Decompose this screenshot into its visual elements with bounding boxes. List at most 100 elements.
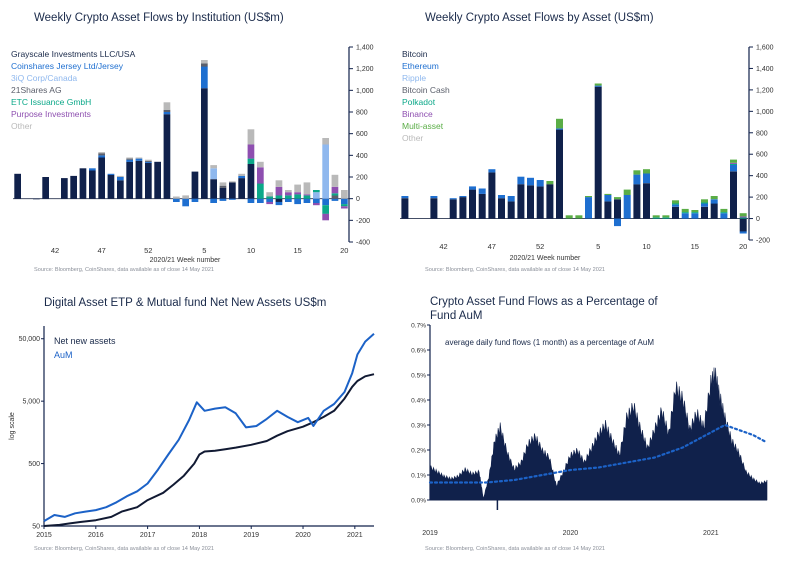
bar-segment <box>730 171 737 219</box>
bar-segment <box>341 204 348 207</box>
bar-segment <box>643 183 650 219</box>
bar-segment <box>478 193 486 219</box>
bar-segment <box>691 212 699 214</box>
y-tick-label: 1,200 <box>356 66 374 73</box>
flows-area <box>429 367 768 501</box>
bar-segment <box>238 175 245 179</box>
bar-segment <box>575 215 583 219</box>
bar-segment <box>331 193 339 196</box>
bar-segment <box>89 170 96 199</box>
bar-segment <box>672 203 679 205</box>
legend-entry: Binance <box>402 109 433 119</box>
legend-entry: Bitcoin <box>402 49 428 59</box>
bar-segment <box>623 195 631 219</box>
bar-segment <box>275 180 283 187</box>
bar-segment <box>594 83 602 86</box>
chart-title: Weekly Crypto Asset Flows by Institution… <box>34 12 284 24</box>
bar-segment <box>275 198 283 202</box>
bar-segment <box>145 162 152 199</box>
bar-segment <box>135 157 143 159</box>
bar-segment <box>14 173 21 199</box>
bar-segment <box>313 192 320 199</box>
bar-segment <box>604 193 612 195</box>
bar-segment <box>614 218 621 227</box>
legend-entry: Multi-asset <box>402 121 444 131</box>
bar-segment <box>303 182 311 195</box>
bar-segment <box>517 176 525 185</box>
bar-segment <box>604 195 612 202</box>
bar-segment <box>107 173 115 175</box>
bar-segment <box>294 192 301 195</box>
y-tick-label: 0.7% <box>411 323 426 330</box>
bar-segment <box>266 198 273 202</box>
bar-segment <box>556 129 563 219</box>
y-tick-label: 0.4% <box>411 398 426 405</box>
bar-segment <box>191 171 199 199</box>
x-axis-title: 2020/21 Week number <box>150 257 221 264</box>
bar-segment <box>238 173 245 176</box>
x-tick-label: 52 <box>144 246 152 255</box>
series-line <box>43 333 375 522</box>
y-tick-label: 0.0% <box>411 498 426 505</box>
y-tick-label: -400 <box>356 240 370 247</box>
bar-segment <box>449 198 457 200</box>
y-tick-label: 1,400 <box>756 66 774 73</box>
bar-segment <box>313 198 320 203</box>
bar-segment <box>739 213 747 217</box>
bar-segment <box>275 201 283 206</box>
x-tick-label: 2021 <box>347 532 363 539</box>
bar-segment <box>730 162 737 164</box>
bar-segment <box>201 66 208 89</box>
y-tick-label: 5,000 <box>22 399 40 406</box>
y-tick-label: 0.5% <box>411 373 426 380</box>
bar-segment <box>739 218 747 232</box>
bar-segment <box>565 215 573 219</box>
bar-segment <box>107 174 115 199</box>
bar-segment <box>710 203 718 219</box>
bar-segment <box>341 206 348 209</box>
bar-segment <box>98 157 105 199</box>
bar-segment <box>275 195 283 199</box>
bar-segment <box>266 196 273 199</box>
bar-segment <box>285 190 292 193</box>
bar-segment <box>219 198 227 201</box>
series-line <box>43 373 375 527</box>
x-tick-label: 42 <box>51 246 59 255</box>
bar-segment <box>720 212 728 214</box>
y-tick-label: -200 <box>756 238 770 245</box>
x-tick-label: 2020 <box>563 530 579 537</box>
x-tick-label: 47 <box>98 246 106 255</box>
bar-segment <box>681 212 689 214</box>
x-tick-label: 2016 <box>88 532 104 539</box>
bar-segment <box>681 213 689 219</box>
y-tick-label: 400 <box>356 153 368 160</box>
y-tick-label: 800 <box>356 110 368 117</box>
legend-entry: Other <box>402 133 423 143</box>
x-tick-label: 42 <box>439 242 447 251</box>
bar-segment <box>643 169 650 174</box>
bar-segment <box>322 138 329 145</box>
bar-segment <box>201 63 208 67</box>
bar-segment <box>739 216 747 218</box>
y-tick-label: -200 <box>356 218 370 225</box>
bar-segment <box>681 208 689 213</box>
x-tick-label: 20 <box>340 246 348 255</box>
bar-segment <box>145 159 152 161</box>
chart-title: Weekly Crypto Asset Flows by Asset (US$m… <box>425 12 654 24</box>
x-tick-label: 2018 <box>192 532 208 539</box>
bar-segment <box>126 159 133 162</box>
bar-segment <box>662 215 670 218</box>
bar-segment <box>210 179 217 199</box>
source-note: Source: Bloomberg, CoinShares, data avai… <box>34 546 215 552</box>
bar-segment <box>163 112 171 115</box>
bar-segment <box>430 198 438 219</box>
x-tick-label: 5 <box>596 242 600 251</box>
bar-segment <box>556 128 563 130</box>
legend-entry: Ripple <box>402 73 426 83</box>
bar-segment <box>117 177 124 181</box>
bar-segment <box>247 144 255 159</box>
bar-segment <box>182 195 189 199</box>
chart-flowpct-panel: Crypto Asset Fund Flows as a Percentage … <box>393 282 787 565</box>
bar-segment <box>275 186 283 196</box>
y-tick-label: 1,600 <box>756 45 774 52</box>
